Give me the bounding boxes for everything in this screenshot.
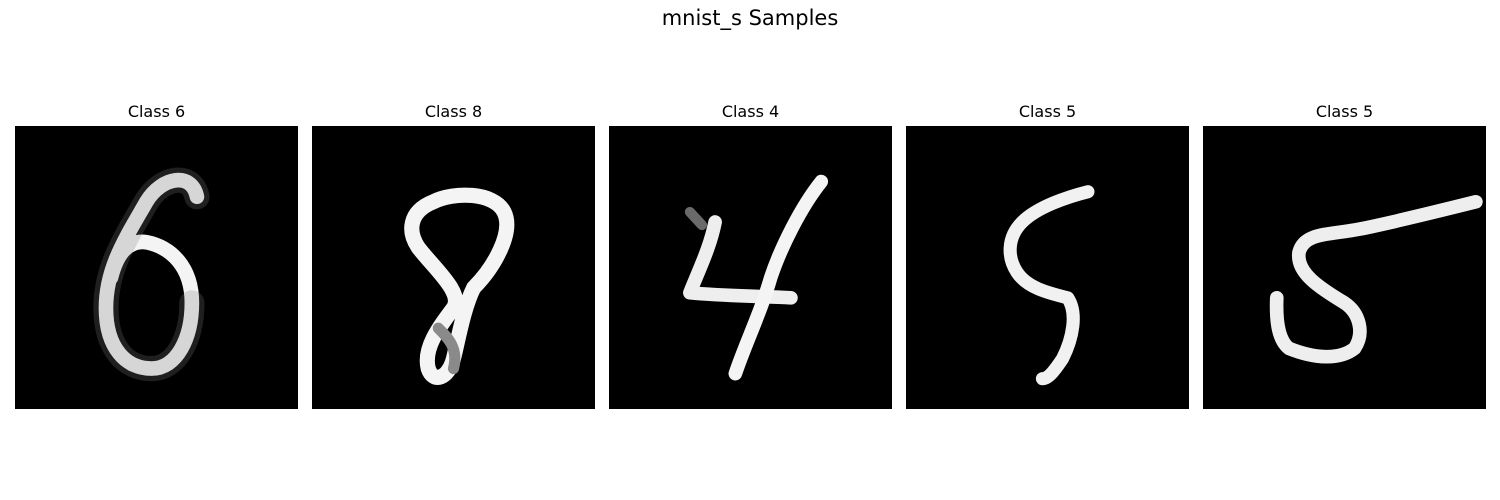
panel-title-1: Class 6 [127, 102, 186, 121]
sample-panel-4: Class 5 [906, 102, 1189, 410]
panel-title-5: Class 5 [1315, 102, 1374, 121]
sample-panel-3: Class 4 [609, 102, 892, 410]
panel-title-2: Class 8 [424, 102, 483, 121]
digit-image-3 [609, 126, 892, 409]
digit-image-4 [906, 126, 1189, 409]
sample-grid: Class 6 Class 8 Class 4 [15, 102, 1486, 410]
sample-panel-5: Class 5 [1203, 102, 1486, 410]
sample-panel-2: Class 8 [312, 102, 595, 410]
digit-image-5 [1203, 126, 1486, 409]
digit-image-1 [15, 126, 298, 409]
panel-title-4: Class 5 [1018, 102, 1077, 121]
panel-title-3: Class 4 [721, 102, 780, 121]
digit-image-2 [312, 126, 595, 409]
sample-panel-1: Class 6 [15, 102, 298, 410]
figure-title: mnist_s Samples [661, 6, 839, 30]
